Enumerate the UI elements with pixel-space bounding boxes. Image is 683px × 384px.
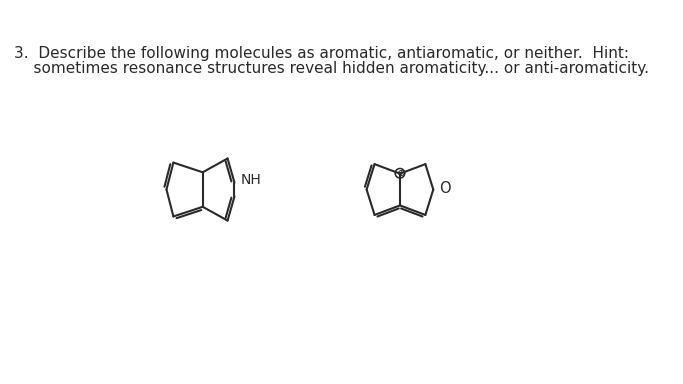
- Text: 3.  Describe the following molecules as aromatic, antiaromatic, or neither.  Hin: 3. Describe the following molecules as a…: [14, 46, 629, 61]
- Text: ⊕: ⊕: [395, 168, 404, 178]
- Text: sometimes resonance structures reveal hidden aromaticity... or anti-aromaticity.: sometimes resonance structures reveal hi…: [14, 61, 649, 76]
- Text: O: O: [439, 181, 451, 196]
- Text: NH: NH: [240, 173, 261, 187]
